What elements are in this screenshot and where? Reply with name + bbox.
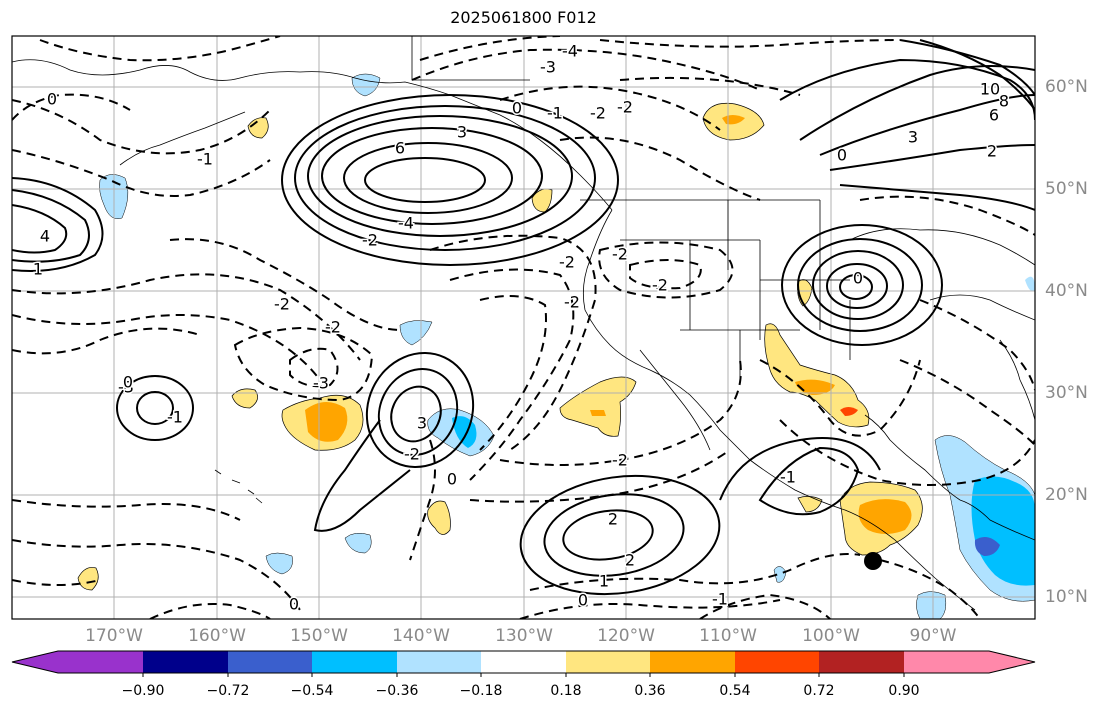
colorbar-segment bbox=[650, 651, 735, 673]
positive-shading bbox=[77, 102, 923, 591]
contour-label: -2 bbox=[590, 104, 606, 123]
colorbar-segment bbox=[735, 651, 819, 673]
colorbar-tick-label: −0.36 bbox=[375, 683, 419, 699]
colorbar-outline bbox=[11, 650, 1036, 674]
lat-label-50n: 50°N bbox=[1045, 179, 1088, 199]
contour-label: -2 bbox=[559, 253, 575, 272]
contour-label: -2 bbox=[325, 318, 341, 337]
contour-label: 2 bbox=[625, 551, 635, 570]
contour-label: 3 bbox=[417, 414, 427, 433]
colorbar-extend-high bbox=[989, 651, 1035, 673]
lat-label-60n: 60°N bbox=[1045, 77, 1088, 97]
contour-label: 8 bbox=[999, 92, 1009, 111]
colorbar-segment bbox=[904, 651, 989, 673]
lon-label-130w: 130°W bbox=[495, 626, 553, 646]
colorbar-tick-label: 0.72 bbox=[803, 683, 835, 699]
lat-label-40n: 40°N bbox=[1045, 281, 1088, 301]
contour-label: -2 bbox=[612, 451, 628, 470]
negative-contours bbox=[12, 36, 1035, 619]
contour-label: -1 bbox=[712, 590, 728, 609]
contour-label: 1 bbox=[33, 260, 43, 279]
contour-label: 6 bbox=[989, 106, 999, 125]
lon-label-90w: 90°W bbox=[909, 626, 957, 646]
colorbar-tick-label: 0.54 bbox=[719, 683, 751, 699]
colorbar-extend-low bbox=[12, 651, 58, 673]
station-marker-dot bbox=[864, 552, 882, 570]
contour-label: -3 bbox=[540, 58, 556, 77]
contour-label: -2 bbox=[564, 293, 580, 312]
lat-label-10n: 10°N bbox=[1045, 587, 1088, 607]
contour-label: -1 bbox=[780, 468, 796, 487]
colorbar-tick-label: −0.18 bbox=[459, 683, 503, 699]
colorbar-tick-label: 0.36 bbox=[634, 683, 666, 699]
contour-label: 6 bbox=[395, 139, 405, 158]
lon-label-170w: 170°W bbox=[85, 626, 143, 646]
graticule bbox=[12, 36, 1035, 619]
contour-label: 0 bbox=[853, 269, 863, 288]
colorbar-segment bbox=[481, 651, 566, 673]
contour-label: -2 bbox=[274, 295, 290, 314]
colorbar-tick-label: −0.90 bbox=[121, 683, 165, 699]
colorbar-tick-label: −0.54 bbox=[290, 683, 334, 699]
contour-label: 0 bbox=[447, 470, 457, 489]
contour-label: -2 bbox=[652, 276, 668, 295]
contour-label: 3 bbox=[457, 123, 467, 142]
colorbar-tick-label: 0.18 bbox=[550, 683, 582, 699]
contour-label: -3 bbox=[118, 378, 134, 397]
colorbar-segment bbox=[397, 651, 481, 673]
colorbar-segment bbox=[228, 651, 312, 673]
contour-label: 3 bbox=[908, 128, 918, 147]
colorbar-tick-label: 0.90 bbox=[888, 683, 920, 699]
contour-label: 0 bbox=[123, 373, 133, 392]
contour-label: -2 bbox=[362, 231, 378, 250]
colorbar-segment bbox=[58, 651, 143, 673]
contour-label: 4 bbox=[40, 227, 50, 246]
contour-label: 0 bbox=[47, 90, 57, 109]
contour-labels: -4-30 -1 -2 -263-4-2-2 -2-2-2-3-23-20-2-2-12… bbox=[31, 40, 1010, 615]
contour-label: -3 bbox=[313, 374, 329, 393]
colorbar bbox=[11, 650, 1036, 677]
contour-label: 2 bbox=[608, 510, 618, 529]
lon-label-120w: 120°W bbox=[597, 626, 655, 646]
lon-label-110w: 110°W bbox=[699, 626, 757, 646]
contour-label: 0 bbox=[837, 146, 847, 165]
lon-label-150w: 150°W bbox=[290, 626, 348, 646]
contour-label: -2 bbox=[612, 245, 628, 264]
contour-label: 0 bbox=[512, 99, 522, 118]
contour-label: -1 bbox=[167, 408, 183, 427]
lat-label-30n: 30°N bbox=[1045, 383, 1088, 403]
colorbar-segment bbox=[143, 651, 228, 673]
contour-label: -4 bbox=[398, 214, 414, 233]
contour-label: 0 bbox=[578, 591, 588, 610]
contour-label: 10 bbox=[980, 80, 1000, 99]
colorbar-segment bbox=[312, 651, 397, 673]
contour-label: -1 bbox=[197, 150, 213, 169]
contour-label: -2 bbox=[617, 98, 633, 117]
contour-label: 0 bbox=[289, 595, 299, 614]
contour-label: -2 bbox=[404, 445, 420, 464]
lon-label-160w: 160°W bbox=[188, 626, 246, 646]
plot-title: 2025061800 F012 bbox=[450, 8, 597, 27]
colorbar-segment bbox=[566, 651, 650, 673]
colorbar-segment bbox=[819, 651, 904, 673]
colorbar-tick-label: −0.72 bbox=[206, 683, 250, 699]
map-frame bbox=[11, 35, 1036, 620]
lon-label-140w: 140°W bbox=[392, 626, 450, 646]
contour-label: -1 bbox=[547, 104, 563, 123]
contour-label: 2 bbox=[987, 142, 997, 161]
lat-label-20n: 20°N bbox=[1045, 485, 1088, 505]
contour-label: -4 bbox=[562, 42, 578, 61]
contour-label: 1 bbox=[599, 572, 609, 591]
lon-label-100w: 100°W bbox=[802, 626, 860, 646]
